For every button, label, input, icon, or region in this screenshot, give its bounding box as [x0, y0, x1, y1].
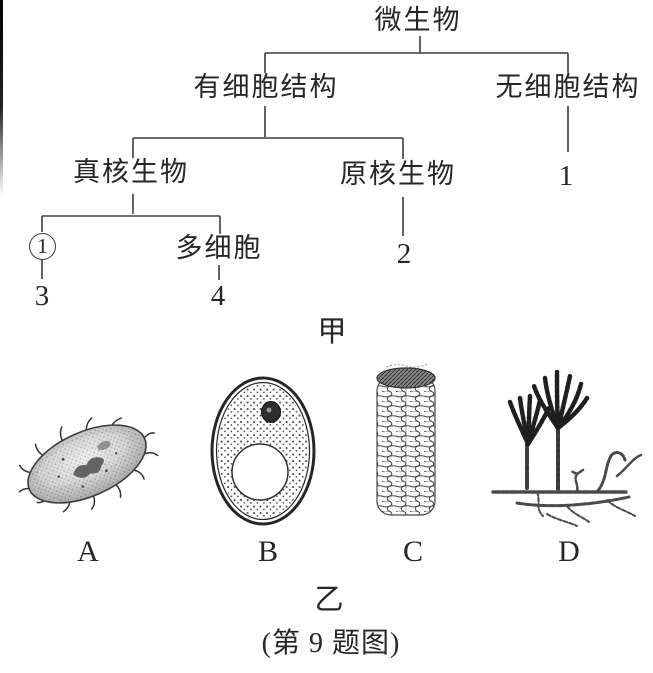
- tree-blank-2: 2: [396, 238, 412, 270]
- mold-hyphae-icon: [491, 369, 643, 527]
- circled-one-digit: 1: [37, 234, 48, 258]
- tree-blank-1: 1: [558, 160, 574, 192]
- bacterium-with-flagella-icon: [18, 417, 159, 513]
- tree-node-eukaryote: 真核生物: [73, 157, 189, 187]
- tree-diagram-label: 甲: [317, 316, 349, 348]
- scan-edge-artifact: [0, 0, 3, 195]
- specimens-diagram-label: 乙: [314, 584, 346, 616]
- yeast-cell-icon: [210, 376, 316, 526]
- specimen-label-c: C: [402, 535, 424, 568]
- tree-node-no-cell: 无细胞结构: [495, 72, 641, 102]
- specimen-label-d: D: [558, 535, 580, 568]
- tree-blank-4: 4: [210, 280, 226, 312]
- tree-connector-lines: [41, 36, 569, 280]
- tree-node-multicell: 多细胞: [175, 233, 263, 263]
- tree-node-prokaryote: 原核生物: [340, 159, 456, 189]
- tree-node-root: 微生物: [374, 5, 462, 35]
- tree-node-circled-one: 1: [29, 233, 56, 260]
- tree-blank-3: 3: [34, 280, 50, 312]
- tree-node-has-cell: 有细胞结构: [193, 72, 339, 102]
- cell-colony-cylinder-icon: [376, 363, 436, 516]
- specimen-label-a: A: [77, 535, 99, 568]
- figure-caption: (第 9 题图): [261, 628, 401, 659]
- specimen-label-b: B: [257, 535, 279, 568]
